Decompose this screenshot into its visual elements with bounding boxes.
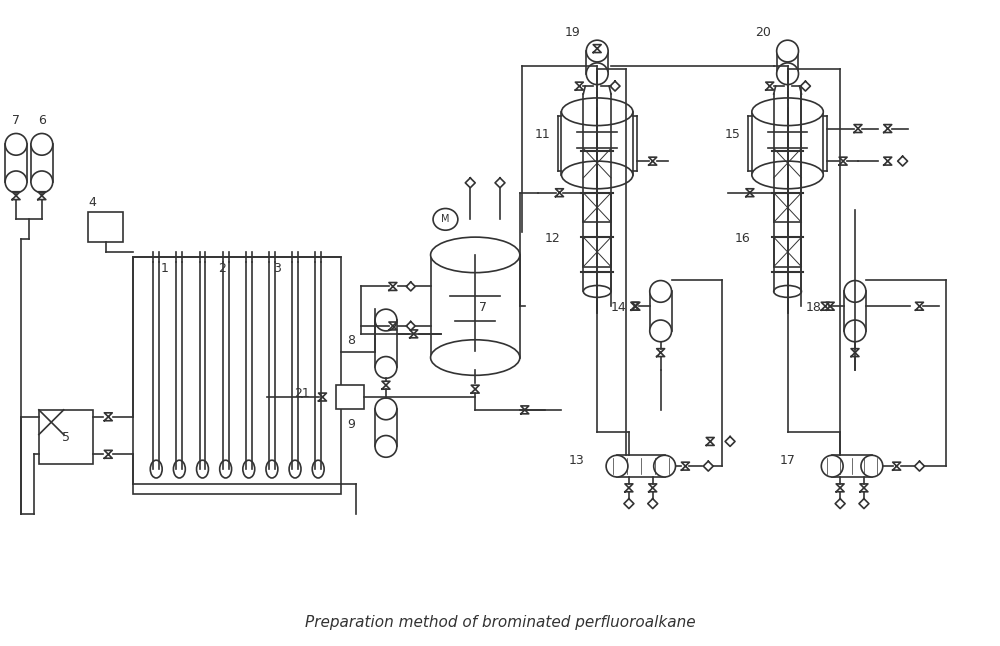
Text: 1: 1	[161, 262, 169, 275]
Ellipse shape	[289, 460, 301, 478]
Ellipse shape	[31, 134, 53, 155]
Ellipse shape	[266, 460, 278, 478]
Ellipse shape	[375, 357, 397, 379]
Ellipse shape	[844, 320, 866, 342]
Text: Preparation method of brominated perfluoroalkane: Preparation method of brominated perfluo…	[305, 614, 695, 630]
Bar	[832, 455, 872, 477]
Text: 16: 16	[735, 232, 751, 245]
Bar	[5, 144, 27, 182]
Text: 21: 21	[294, 387, 310, 400]
Text: 12: 12	[545, 232, 560, 245]
Bar	[583, 193, 611, 222]
Ellipse shape	[220, 460, 232, 478]
Text: 20: 20	[755, 26, 771, 39]
Text: M: M	[441, 214, 450, 224]
Bar	[133, 257, 341, 494]
Ellipse shape	[433, 209, 458, 230]
Ellipse shape	[774, 286, 801, 297]
Text: 19: 19	[565, 26, 580, 39]
Text: 5: 5	[62, 430, 70, 444]
Ellipse shape	[5, 171, 27, 193]
Ellipse shape	[606, 455, 628, 477]
Bar	[777, 51, 798, 74]
Text: 7: 7	[479, 301, 487, 314]
Ellipse shape	[431, 237, 520, 273]
Bar	[375, 320, 397, 368]
Bar	[583, 237, 611, 267]
Text: 15: 15	[725, 129, 741, 141]
Bar	[617, 455, 665, 477]
Bar	[774, 237, 801, 267]
Ellipse shape	[650, 320, 672, 342]
Text: 18: 18	[805, 301, 821, 314]
Ellipse shape	[844, 280, 866, 302]
Text: 13: 13	[568, 454, 584, 467]
Text: 4: 4	[88, 196, 96, 209]
Ellipse shape	[561, 98, 633, 125]
Bar	[31, 144, 53, 182]
Ellipse shape	[583, 286, 611, 297]
Ellipse shape	[5, 134, 27, 155]
Ellipse shape	[150, 460, 162, 478]
Ellipse shape	[586, 40, 608, 62]
Text: 11: 11	[535, 129, 551, 141]
Bar	[88, 213, 123, 242]
Text: 8: 8	[347, 334, 355, 347]
Text: 2: 2	[218, 262, 226, 275]
Ellipse shape	[752, 98, 823, 125]
Bar	[586, 51, 608, 74]
Bar	[336, 385, 364, 409]
Bar	[774, 149, 801, 178]
Bar	[774, 193, 801, 222]
Ellipse shape	[777, 63, 798, 85]
Ellipse shape	[586, 63, 608, 85]
Text: 14: 14	[611, 301, 627, 314]
Ellipse shape	[375, 435, 397, 457]
Text: 9: 9	[347, 417, 355, 431]
Ellipse shape	[243, 460, 255, 478]
Text: 6: 6	[38, 114, 46, 127]
Text: 3: 3	[273, 262, 281, 275]
Ellipse shape	[821, 455, 843, 477]
Ellipse shape	[752, 161, 823, 189]
Ellipse shape	[777, 40, 798, 62]
Bar	[650, 291, 672, 331]
Ellipse shape	[31, 171, 53, 193]
Ellipse shape	[197, 460, 208, 478]
Ellipse shape	[861, 455, 883, 477]
Bar	[375, 409, 397, 446]
Bar	[752, 112, 823, 175]
Bar	[583, 149, 611, 178]
Text: 17: 17	[780, 454, 796, 467]
Ellipse shape	[654, 455, 676, 477]
Bar	[561, 112, 633, 175]
Ellipse shape	[312, 460, 324, 478]
Bar	[39, 410, 93, 464]
Ellipse shape	[375, 309, 397, 331]
Ellipse shape	[431, 340, 520, 375]
Text: 7: 7	[12, 114, 20, 127]
Ellipse shape	[561, 161, 633, 189]
Bar	[431, 255, 520, 357]
Bar	[844, 291, 866, 331]
Ellipse shape	[173, 460, 185, 478]
Ellipse shape	[650, 280, 672, 302]
Ellipse shape	[375, 398, 397, 420]
